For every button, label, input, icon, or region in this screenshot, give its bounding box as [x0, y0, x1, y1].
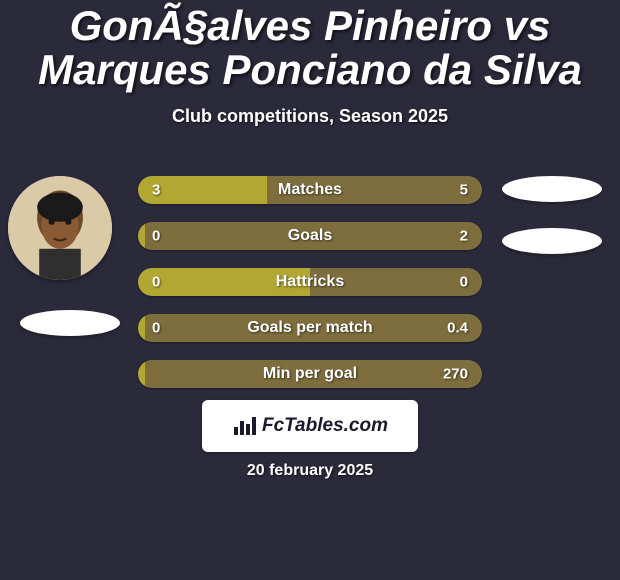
stat-row-matches: 3 Matches 5	[138, 176, 482, 204]
stat-value-right: 5	[460, 182, 468, 199]
stat-label: Hattricks	[138, 273, 482, 291]
stat-label: Matches	[138, 181, 482, 199]
stat-row-hattricks: 0 Hattricks 0	[138, 268, 482, 296]
footer-brand-text: FcTables.com	[262, 415, 388, 437]
footer-brand-badge: FcTables.com	[202, 400, 418, 452]
stat-label: Goals per match	[138, 319, 482, 337]
player-right-name-oval	[502, 228, 602, 254]
stats-container: 3 Matches 5 0 Goals 2 0 Hattricks 0 0 Go…	[138, 176, 482, 406]
stat-value-right: 270	[443, 366, 468, 383]
player-left-avatar	[8, 176, 112, 280]
player-left-name-oval	[20, 310, 120, 336]
stat-value-right: 0.4	[447, 320, 468, 337]
avatar-placeholder-icon	[8, 176, 112, 280]
bar-chart-icon	[232, 415, 256, 437]
page-title: GonÃ§alves Pinheiro vs Marques Ponciano …	[0, 0, 620, 92]
stat-value-right: 0	[460, 274, 468, 291]
stat-row-min-per-goal: Min per goal 270	[138, 360, 482, 388]
stat-row-goals-per-match: 0 Goals per match 0.4	[138, 314, 482, 342]
stat-label: Min per goal	[138, 365, 482, 383]
stat-label: Goals	[138, 227, 482, 245]
player-right-avatar-oval	[502, 176, 602, 202]
subtitle: Club competitions, Season 2025	[0, 106, 620, 127]
stat-row-goals: 0 Goals 2	[138, 222, 482, 250]
footer-date: 20 february 2025	[0, 462, 620, 480]
stat-value-right: 2	[460, 228, 468, 245]
